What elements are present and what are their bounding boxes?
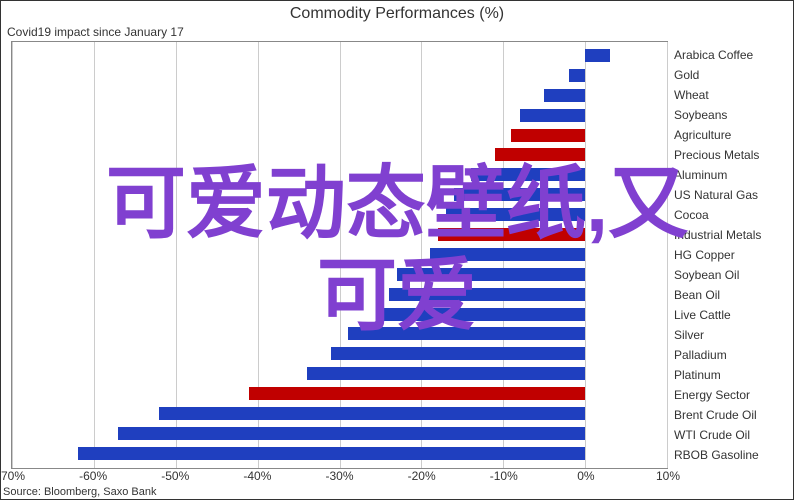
category-labels: Arabica Coffee Gold Wheat Soybeans Agricultu… bbox=[671, 41, 793, 469]
bar bbox=[454, 188, 585, 201]
bar bbox=[569, 69, 585, 82]
category-label: WTI Crude Oil bbox=[671, 428, 793, 442]
bar-row bbox=[12, 109, 667, 123]
bar bbox=[544, 89, 585, 102]
category-label: Silver bbox=[671, 328, 793, 342]
category-label: US Natural Gas bbox=[671, 188, 793, 202]
bar bbox=[307, 367, 585, 380]
category-label: Platinum bbox=[671, 368, 793, 382]
bar bbox=[585, 49, 610, 62]
x-tick-label: -40% bbox=[243, 469, 271, 483]
category-label: Gold bbox=[671, 68, 793, 82]
bar-row bbox=[12, 288, 667, 302]
bar-row bbox=[12, 427, 667, 441]
bars-holder bbox=[12, 42, 667, 468]
bar bbox=[118, 427, 585, 440]
bar-row bbox=[12, 49, 667, 63]
bar bbox=[78, 447, 586, 460]
bar-row bbox=[12, 69, 667, 83]
bar bbox=[380, 308, 585, 321]
category-label: Precious Metals bbox=[671, 148, 793, 162]
x-axis: -70%-60%-50%-40%-30%-20%-10%0%10% bbox=[11, 469, 668, 485]
source-text: Source: Bloomberg, Saxo Bank bbox=[3, 486, 156, 498]
category-label: Wheat bbox=[671, 88, 793, 102]
bar bbox=[520, 109, 586, 122]
category-label: Cocoa bbox=[671, 208, 793, 222]
category-label: Soybean Oil bbox=[671, 268, 793, 282]
category-label: Energy Sector bbox=[671, 388, 793, 402]
bar-row bbox=[12, 308, 667, 322]
x-tick-label: -60% bbox=[79, 469, 107, 483]
x-tick-label: -50% bbox=[161, 469, 189, 483]
category-label: Arabica Coffee bbox=[671, 48, 793, 62]
bar-row bbox=[12, 208, 667, 222]
bar-row bbox=[12, 168, 667, 182]
category-label: Agriculture bbox=[671, 128, 793, 142]
bar bbox=[159, 407, 585, 420]
category-label: RBOB Gasoline bbox=[671, 448, 793, 462]
bar bbox=[430, 248, 586, 261]
bar-row bbox=[12, 447, 667, 461]
x-tick-label: -10% bbox=[490, 469, 518, 483]
bar-row bbox=[12, 327, 667, 341]
plot-area bbox=[11, 41, 668, 469]
bar-row bbox=[12, 407, 667, 421]
bar bbox=[495, 148, 585, 161]
bar-row bbox=[12, 248, 667, 262]
bar bbox=[331, 347, 585, 360]
bar-row bbox=[12, 89, 667, 103]
bar-row bbox=[12, 387, 667, 401]
bar bbox=[348, 327, 585, 340]
chart-subtitle: Covid19 impact since January 17 bbox=[1, 25, 793, 39]
bar-row bbox=[12, 268, 667, 282]
x-tick-label: -70% bbox=[0, 469, 25, 483]
bar bbox=[438, 228, 585, 241]
x-tick-label: 10% bbox=[656, 469, 680, 483]
bar bbox=[471, 168, 586, 181]
x-tick-label: 0% bbox=[577, 469, 594, 483]
bar bbox=[249, 387, 585, 400]
bar bbox=[397, 268, 585, 281]
category-label: Brent Crude Oil bbox=[671, 408, 793, 422]
grid-line bbox=[667, 42, 668, 468]
bar-row bbox=[12, 367, 667, 381]
bar-row bbox=[12, 188, 667, 202]
bar-row bbox=[12, 347, 667, 361]
bar bbox=[389, 288, 586, 301]
category-label: Industrial Metals bbox=[671, 228, 793, 242]
bar bbox=[446, 208, 585, 221]
category-label: Bean Oil bbox=[671, 288, 793, 302]
category-label: Aluminum bbox=[671, 168, 793, 182]
category-label: Soybeans bbox=[671, 108, 793, 122]
bar-row bbox=[12, 228, 667, 242]
bar bbox=[511, 129, 585, 142]
chart-title: Commodity Performances (%) bbox=[1, 1, 793, 25]
bar-row bbox=[12, 129, 667, 143]
category-label: Live Cattle bbox=[671, 308, 793, 322]
category-label: Palladium bbox=[671, 348, 793, 362]
bar-row bbox=[12, 148, 667, 162]
x-tick-label: -20% bbox=[408, 469, 436, 483]
x-tick-label: -30% bbox=[325, 469, 353, 483]
chart-container: Commodity Performances (%) Covid19 impac… bbox=[0, 0, 794, 500]
category-label: HG Copper bbox=[671, 248, 793, 262]
